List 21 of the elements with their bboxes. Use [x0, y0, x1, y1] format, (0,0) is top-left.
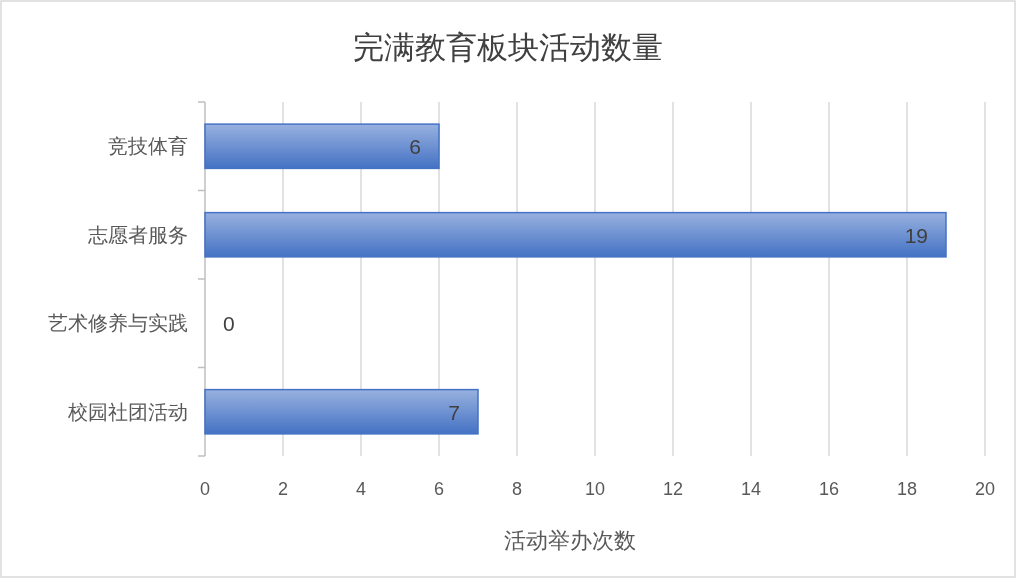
x-tick-label: 8 — [512, 479, 522, 499]
data-label: 7 — [448, 400, 460, 424]
category-label: 艺术修养与实践 — [48, 311, 188, 336]
data-label: 0 — [223, 312, 235, 336]
x-tick-label: 18 — [897, 479, 917, 499]
x-tick-label: 6 — [434, 479, 444, 499]
category-label: 校园社团活动 — [68, 399, 188, 424]
x-tick-label: 20 — [975, 479, 995, 499]
x-tick-label: 0 — [200, 479, 210, 499]
x-tick-label: 10 — [585, 479, 605, 499]
x-tick-label: 14 — [741, 479, 761, 499]
category-label: 竞技体育 — [108, 134, 188, 159]
category-label: 志愿者服务 — [88, 222, 188, 247]
x-axis-title: 活动举办次数 — [504, 528, 636, 553]
title: 完满教育板块活动数量 — [353, 29, 663, 65]
data-label: 6 — [409, 135, 421, 159]
data-label: 19 — [904, 223, 928, 247]
x-tick-label: 12 — [663, 479, 683, 499]
x-tick-label: 16 — [819, 479, 839, 499]
x-tick-label: 4 — [356, 479, 366, 499]
x-tick-label: 2 — [278, 479, 288, 499]
